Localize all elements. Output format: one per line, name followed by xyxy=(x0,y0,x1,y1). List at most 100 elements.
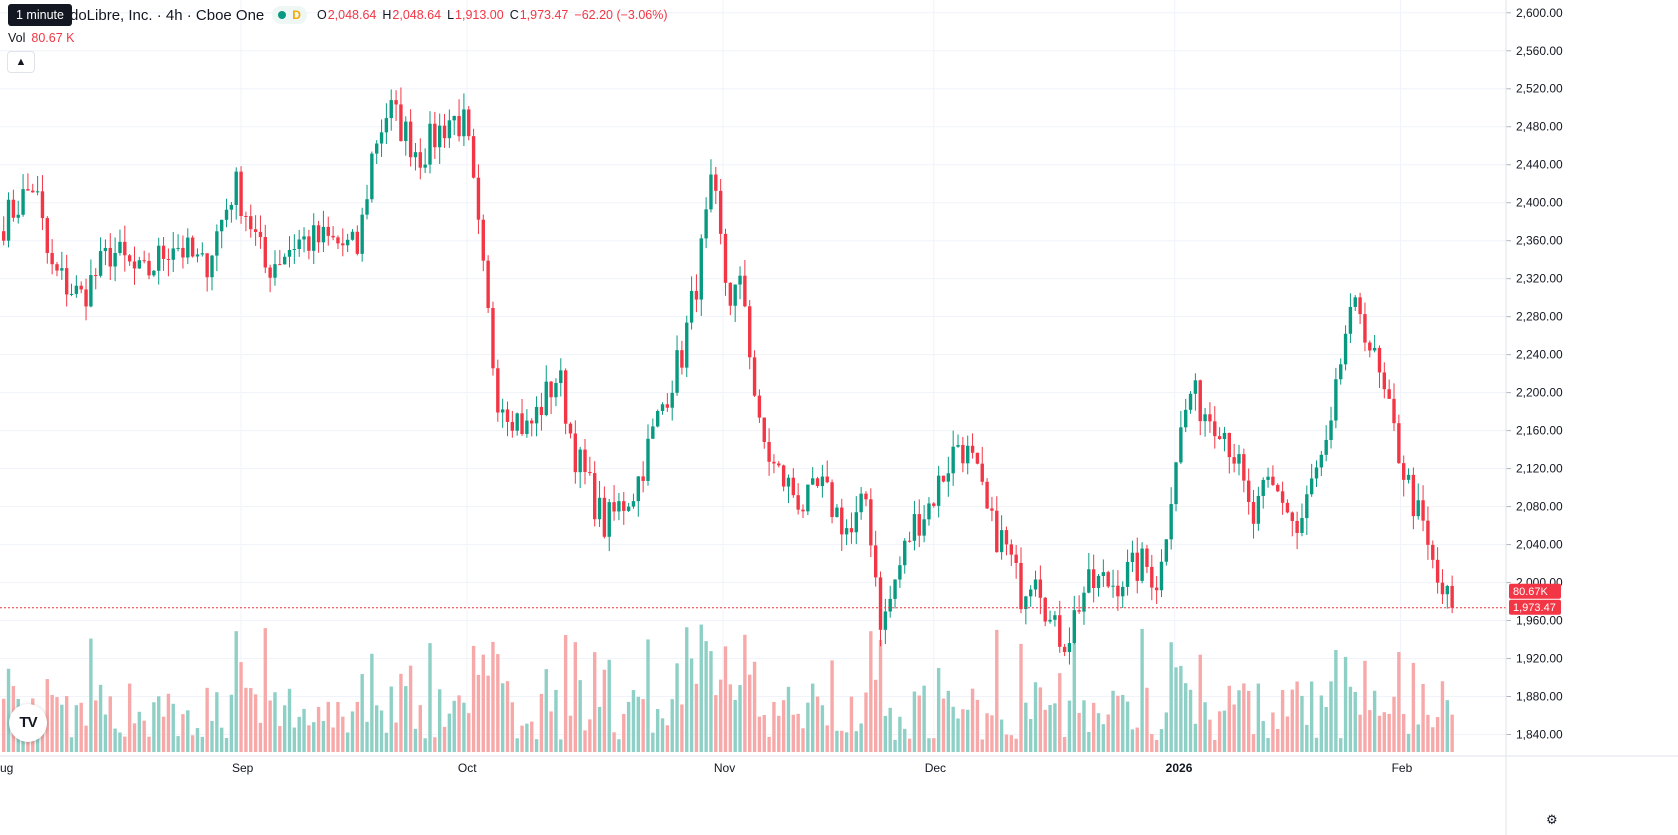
candle-body xyxy=(1154,587,1159,591)
volume-bar xyxy=(641,699,645,752)
candle-body xyxy=(849,528,854,533)
candle-body xyxy=(1082,592,1086,612)
candle-body xyxy=(433,123,437,148)
candle-body xyxy=(113,252,117,267)
candle-body xyxy=(64,268,69,295)
volume-bar xyxy=(253,694,258,752)
candle-body xyxy=(999,530,1004,553)
volume-bar xyxy=(1159,729,1164,752)
volume-bar xyxy=(215,692,219,752)
candle-body xyxy=(801,509,805,512)
candle-body xyxy=(45,218,49,253)
candle-body xyxy=(1261,479,1265,496)
candle-body xyxy=(539,406,544,416)
volume-bar xyxy=(108,696,112,752)
last-volume-badge xyxy=(1509,583,1561,599)
volume-bar xyxy=(593,652,597,752)
candle-body xyxy=(670,392,674,408)
volume-bar xyxy=(181,714,185,752)
collapse-legend-button[interactable]: ▲ xyxy=(7,51,35,73)
volume-bar xyxy=(1101,724,1106,752)
volume-bar xyxy=(307,725,311,752)
candle-body xyxy=(1416,500,1420,517)
volume-bar xyxy=(345,732,350,752)
volume-bar xyxy=(84,725,88,752)
volume-bar xyxy=(428,643,432,752)
candle-body xyxy=(1053,615,1057,620)
volume-bar xyxy=(132,723,137,752)
volume-bar xyxy=(500,683,505,752)
volume-bar xyxy=(786,686,791,752)
candle-body xyxy=(69,293,74,295)
volume-bar xyxy=(60,704,64,752)
price-tick-label: 2,040.00 xyxy=(1516,538,1563,552)
volume-bar xyxy=(651,732,655,752)
volume-bar xyxy=(433,737,437,752)
volume-bar xyxy=(1014,738,1018,752)
candle-body xyxy=(481,219,485,261)
candle-body xyxy=(830,482,834,518)
volume-bar xyxy=(588,719,592,752)
candle-body xyxy=(510,421,515,431)
candle-body xyxy=(1193,380,1198,394)
candle-body xyxy=(278,264,282,266)
candle-body xyxy=(1062,646,1067,653)
volume-bar xyxy=(365,721,369,752)
candle-body xyxy=(118,241,122,253)
volume-bar xyxy=(767,736,771,752)
candle-body xyxy=(210,255,214,278)
candle-body xyxy=(820,476,825,487)
candle-body xyxy=(1343,333,1348,365)
candle-body xyxy=(1392,398,1396,424)
gear-icon[interactable]: ⚙ xyxy=(1546,812,1558,827)
candle-body xyxy=(467,109,471,137)
volume-bar xyxy=(423,738,427,752)
candle-body xyxy=(961,445,965,464)
volume-bar xyxy=(970,688,975,752)
volume-bar xyxy=(1188,689,1193,752)
chevron-up-icon: ▲ xyxy=(15,56,27,68)
candle-body xyxy=(883,611,888,630)
candle-body xyxy=(1004,530,1009,545)
candle-body xyxy=(1033,579,1038,590)
volume-bar xyxy=(985,713,989,752)
market-status[interactable]: D xyxy=(272,6,307,24)
candle-body xyxy=(408,121,413,158)
tradingview-logo[interactable]: TV xyxy=(9,704,47,742)
candle-body xyxy=(1038,579,1043,598)
volume-bar xyxy=(481,654,485,752)
candle-body xyxy=(1300,518,1304,533)
volume-bar xyxy=(723,646,728,752)
candle-body xyxy=(554,383,558,398)
volume-bar xyxy=(1072,643,1076,752)
volume-bar xyxy=(355,701,360,752)
candle-body xyxy=(103,247,108,252)
price-tick-label: 2,240.00 xyxy=(1516,348,1563,362)
volume-bar xyxy=(1174,667,1178,752)
candle-body xyxy=(941,475,946,482)
volume-bar xyxy=(190,735,195,752)
volume-bar xyxy=(864,692,868,752)
ohlc-high: H2,048.64 xyxy=(382,8,442,22)
candle-body xyxy=(544,381,548,416)
candle-body xyxy=(549,381,553,398)
candle-body xyxy=(665,404,670,408)
candle-body xyxy=(341,243,345,246)
volume-bar xyxy=(849,696,854,752)
candle-body xyxy=(50,252,54,265)
symbol-title[interactable]: doLibre, Inc. · 4h · Cboe One xyxy=(70,6,265,24)
volume-bar xyxy=(714,695,718,752)
candle-body xyxy=(840,507,844,535)
candle-body xyxy=(1309,478,1314,495)
volume-bar xyxy=(321,721,326,752)
volume-bar xyxy=(370,653,374,752)
candle-body xyxy=(1174,462,1178,505)
candle-body xyxy=(282,256,287,265)
candle-body xyxy=(404,121,408,142)
volume-bar xyxy=(791,714,796,752)
price-tick-label: 2,280.00 xyxy=(1516,310,1563,324)
candle-body xyxy=(810,478,815,485)
volume-bar xyxy=(888,707,892,752)
